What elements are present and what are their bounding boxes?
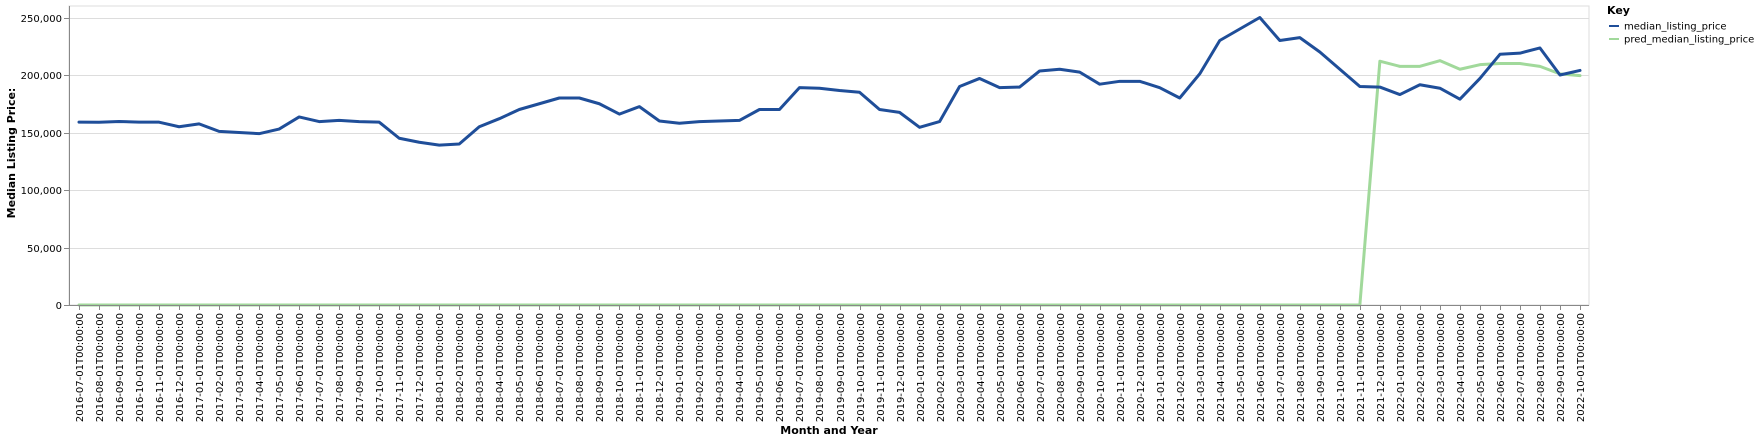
x-tick-label: 2021-02-01T00:00:00 [1176, 313, 1187, 422]
x-tick-label: 2020-06-01T00:00:00 [1016, 313, 1027, 422]
x-tick-label: 2022-03-01T00:00:00 [1436, 313, 1447, 422]
x-tick-label: 2017-02-01T00:00:00 [215, 313, 226, 422]
x-tick-label: 2020-11-01T00:00:00 [1116, 313, 1127, 422]
x-tick-label: 2017-11-01T00:00:00 [395, 313, 406, 422]
x-tick-label: 2021-04-01T00:00:00 [1216, 313, 1227, 422]
y-tick-label: 100,000 [21, 186, 62, 197]
x-tick-label: 2017-09-01T00:00:00 [355, 313, 366, 422]
x-tick-label: 2022-04-01T00:00:00 [1456, 313, 1467, 422]
x-tick-label: 2021-01-01T00:00:00 [1156, 313, 1167, 422]
x-tick-label: 2019-06-01T00:00:00 [775, 313, 786, 422]
gridlines [68, 5, 1590, 306]
x-tick-label: 2018-06-01T00:00:00 [535, 313, 546, 422]
x-tick-label: 2017-12-01T00:00:00 [415, 313, 426, 422]
x-tick-label: 2022-09-01T00:00:00 [1556, 313, 1567, 422]
y-tick-label: 0 [56, 301, 62, 312]
x-tick-label: 2021-12-01T00:00:00 [1376, 313, 1387, 422]
x-tick-label: 2021-09-01T00:00:00 [1316, 313, 1327, 422]
x-tick-label: 2021-03-01T00:00:00 [1196, 313, 1207, 422]
x-tick-label: 2020-03-01T00:00:00 [956, 313, 967, 422]
x-tick-label: 2018-08-01T00:00:00 [575, 313, 586, 422]
x-tick-label: 2018-07-01T00:00:00 [555, 313, 566, 422]
series-lines [77, 16, 1582, 307]
x-tick-label: 2018-09-01T00:00:00 [595, 313, 606, 422]
x-tick-label: 2021-11-01T00:00:00 [1356, 313, 1367, 422]
x-tick-label: 2018-01-01T00:00:00 [435, 313, 446, 422]
x-tick-label: 2017-10-01T00:00:00 [375, 313, 386, 422]
axes: 0 50,000 100,000 150,000 200,000 250,000 2016-… [21, 6, 1589, 422]
x-tick-label: 2022-02-01T00:00:00 [1416, 313, 1427, 422]
x-tick-label: 2021-07-01T00:00:00 [1276, 313, 1287, 422]
x-tick-label: 2020-12-01T00:00:00 [1136, 313, 1147, 422]
x-tick-label: 2020-05-01T00:00:00 [996, 313, 1007, 422]
x-tick-label: 2020-09-01T00:00:00 [1076, 313, 1087, 422]
legend-label: median_listing_price [1624, 22, 1727, 33]
x-tick-label: 2022-01-01T00:00:00 [1396, 313, 1407, 422]
x-tick-label: 2016-08-01T00:00:00 [95, 313, 106, 422]
legend: Key median_listing_price pred_median_list… [1607, 4, 1754, 46]
y-tick-label: 150,000 [21, 129, 62, 140]
series-line-median-listing-price [77, 16, 1582, 147]
y-tick-label: 250,000 [21, 14, 62, 25]
x-tick-label: 2022-08-01T00:00:00 [1536, 313, 1547, 422]
x-tick-label: 2019-09-01T00:00:00 [836, 313, 847, 422]
x-tick-label: 2018-04-01T00:00:00 [495, 313, 506, 422]
x-tick-label: 2019-03-01T00:00:00 [715, 313, 726, 422]
x-tick-label: 2021-05-01T00:00:00 [1236, 313, 1247, 422]
x-tick-label: 2017-01-01T00:00:00 [195, 313, 206, 422]
x-tick-label: 2019-10-01T00:00:00 [856, 313, 867, 422]
x-tick-label: 2017-05-01T00:00:00 [275, 313, 286, 422]
y-axis-title: Median Listing Price: [5, 88, 18, 219]
legend-label: pred_median_listing_price [1624, 35, 1754, 46]
x-tick-label: 2017-08-01T00:00:00 [335, 313, 346, 422]
x-tick-label: 2019-12-01T00:00:00 [896, 313, 907, 422]
x-tick-label: 2016-09-01T00:00:00 [115, 313, 126, 422]
x-tick-label: 2017-06-01T00:00:00 [295, 313, 306, 422]
x-tick-label: 2019-07-01T00:00:00 [795, 313, 806, 422]
x-tick-label: 2021-06-01T00:00:00 [1256, 313, 1267, 422]
x-tick-label: 2016-07-01T00:00:00 [75, 313, 86, 422]
x-tick-label: 2019-01-01T00:00:00 [675, 313, 686, 422]
x-tick-label: 2019-02-01T00:00:00 [695, 313, 706, 422]
x-tick-label: 2018-10-01T00:00:00 [615, 313, 626, 422]
x-tick-label: 2022-06-01T00:00:00 [1496, 313, 1507, 422]
legend-title: Key [1607, 4, 1630, 17]
x-tick-label: 2019-08-01T00:00:00 [815, 313, 826, 422]
x-tick-label: 2020-02-01T00:00:00 [936, 313, 947, 422]
x-tick-label: 2018-03-01T00:00:00 [475, 313, 486, 422]
y-tick-label: 50,000 [27, 244, 62, 255]
y-tick-label: 200,000 [21, 71, 62, 82]
x-tick-label: 2021-08-01T00:00:00 [1296, 313, 1307, 422]
x-tick-label: 2016-12-01T00:00:00 [175, 313, 186, 422]
plot-frame [68, 5, 1590, 306]
x-tick-label: 2018-02-01T00:00:00 [455, 313, 466, 422]
x-tick-label: 2022-10-01T00:00:00 [1576, 313, 1587, 422]
x-tick-label: 2018-05-01T00:00:00 [515, 313, 526, 422]
x-tick-label: 2020-04-01T00:00:00 [976, 313, 987, 422]
x-tick-label: 2017-04-01T00:00:00 [255, 313, 266, 422]
x-axis-title: Month and Year [780, 424, 878, 437]
series-line-pred-median-listing-price [77, 59, 1582, 307]
x-tick-label: 2016-10-01T00:00:00 [135, 313, 146, 422]
x-tick-label: 2018-12-01T00:00:00 [655, 313, 666, 422]
x-tick-label: 2022-07-01T00:00:00 [1516, 313, 1527, 422]
x-tick-label: 2019-05-01T00:00:00 [755, 313, 766, 422]
x-tick-label: 2020-10-01T00:00:00 [1096, 313, 1107, 422]
x-tick-label: 2017-03-01T00:00:00 [235, 313, 246, 422]
x-tick-label: 2021-10-01T00:00:00 [1336, 313, 1347, 422]
x-tick-label: 2020-08-01T00:00:00 [1056, 313, 1067, 422]
x-tick-label: 2016-11-01T00:00:00 [155, 313, 166, 422]
x-tick-label: 2019-04-01T00:00:00 [735, 313, 746, 422]
x-tick-label: 2020-07-01T00:00:00 [1036, 313, 1047, 422]
x-tick-label: 2019-11-01T00:00:00 [876, 313, 887, 422]
x-tick-label: 2020-01-01T00:00:00 [916, 313, 927, 422]
x-tick-label: 2022-05-01T00:00:00 [1476, 313, 1487, 422]
x-tick-label: 2017-07-01T00:00:00 [315, 313, 326, 422]
x-tick-label: 2018-11-01T00:00:00 [635, 313, 646, 422]
